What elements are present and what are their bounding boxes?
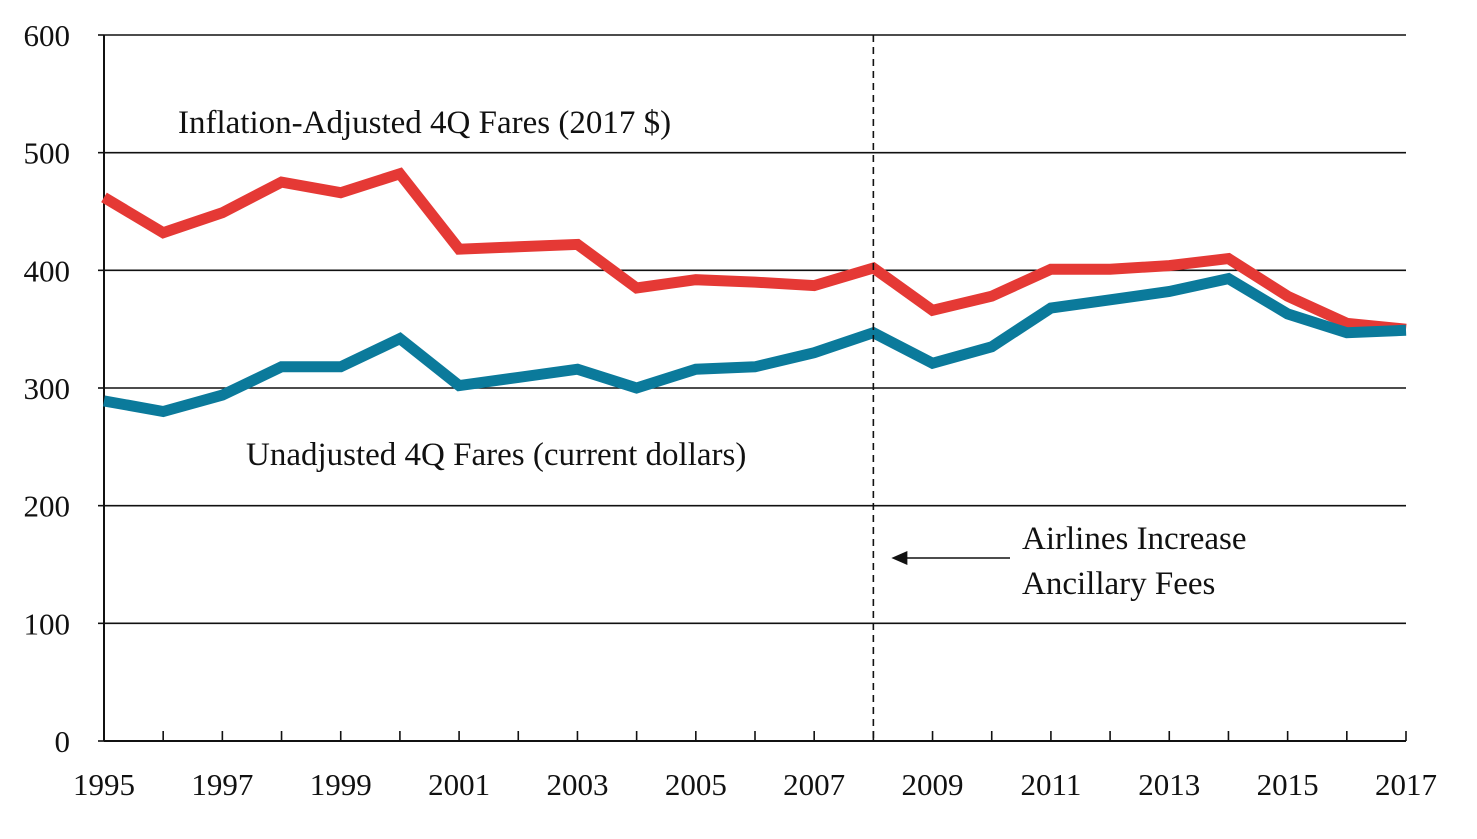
x-tick-label-2011: 2011 — [1020, 767, 1081, 802]
series-label-unadjusted: Unadjusted 4Q Fares (current dollars) — [246, 437, 746, 473]
fee-annotation-line2: Ancillary Fees — [1022, 566, 1215, 602]
x-tick-label-2007: 2007 — [783, 767, 845, 802]
x-tick-label-1999: 1999 — [310, 767, 372, 802]
y-tick-label-200: 200 — [24, 489, 71, 524]
x-tick-label-2009: 2009 — [902, 767, 964, 802]
annotation-arrow-head — [891, 551, 908, 565]
y-tick-label-300: 300 — [24, 371, 71, 406]
x-tick-label-2017: 2017 — [1375, 767, 1437, 802]
y-tick-label-100: 100 — [24, 606, 71, 641]
x-tick-label-1997: 1997 — [191, 767, 253, 802]
y-tick-label-0: 0 — [55, 724, 71, 759]
axes: 0 100 200 300 400 500 600 1995 1997 1999 2001 2003 2… — [24, 18, 1438, 802]
x-tick-label-2013: 2013 — [1138, 767, 1200, 802]
x-tick-label-2003: 2003 — [546, 767, 608, 802]
y-tick-label-500: 500 — [24, 136, 71, 171]
series-line-inflation-adjusted — [101, 167, 1407, 335]
y-tick-label-400: 400 — [24, 253, 71, 288]
y-tick-label-600: 600 — [24, 18, 71, 53]
series-label-inflation-adjusted: Inflation-Adjusted 4Q Fares (2017 $) — [178, 105, 671, 141]
gridlines — [104, 34, 1406, 625]
x-tick-label-2005: 2005 — [665, 767, 727, 802]
fee-annotation-line1: Airlines Increase — [1022, 521, 1246, 557]
series-line-unadjusted — [103, 272, 1407, 418]
x-tick-label-2015: 2015 — [1257, 767, 1319, 802]
annotations: Inflation-Adjusted 4Q Fares (2017 $) Una… — [178, 35, 1246, 741]
x-tick-label-1995: 1995 — [73, 767, 135, 802]
series-lines — [101, 167, 1407, 418]
x-tick-label-2001: 2001 — [428, 767, 490, 802]
